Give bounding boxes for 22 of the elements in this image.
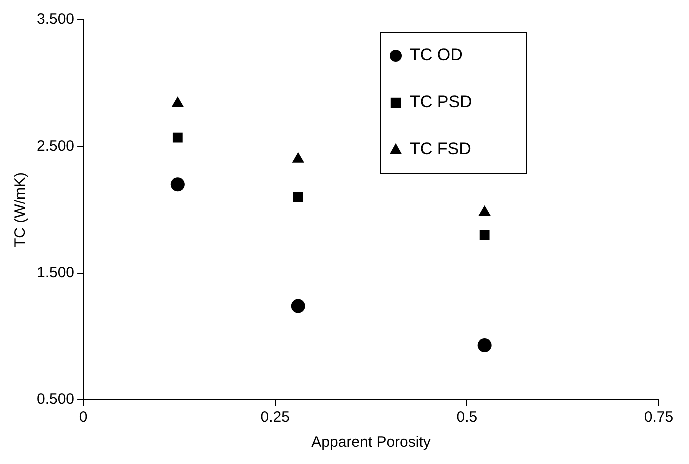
point [172, 132, 183, 143]
point [293, 192, 304, 202]
x-tick-label: 0.25 [260, 409, 290, 426]
point [478, 338, 492, 353]
y-tick-label: 1.500 [36, 264, 75, 282]
y-tick-label: 3.500 [36, 11, 75, 28]
x-axis-title: Apparent Porosity [312, 434, 432, 452]
x-tick-label: 0.75 [644, 409, 674, 426]
point [480, 230, 490, 240]
x-tick-label: 0 [79, 409, 88, 426]
y-axis-title: TC (W/mK) [12, 172, 30, 248]
point [478, 206, 491, 216]
y-tick-label: 2.500 [36, 138, 75, 155]
point [170, 178, 185, 192]
legend-label: TC PSD [410, 92, 472, 112]
point [291, 299, 306, 314]
y-tick-label: 0.500 [36, 391, 75, 408]
legend-label: TC FSD [410, 140, 472, 159]
legend-label: TC OD [410, 46, 463, 65]
point [292, 152, 304, 163]
point [172, 96, 184, 108]
x-tick-label: 0.5 [456, 409, 478, 426]
